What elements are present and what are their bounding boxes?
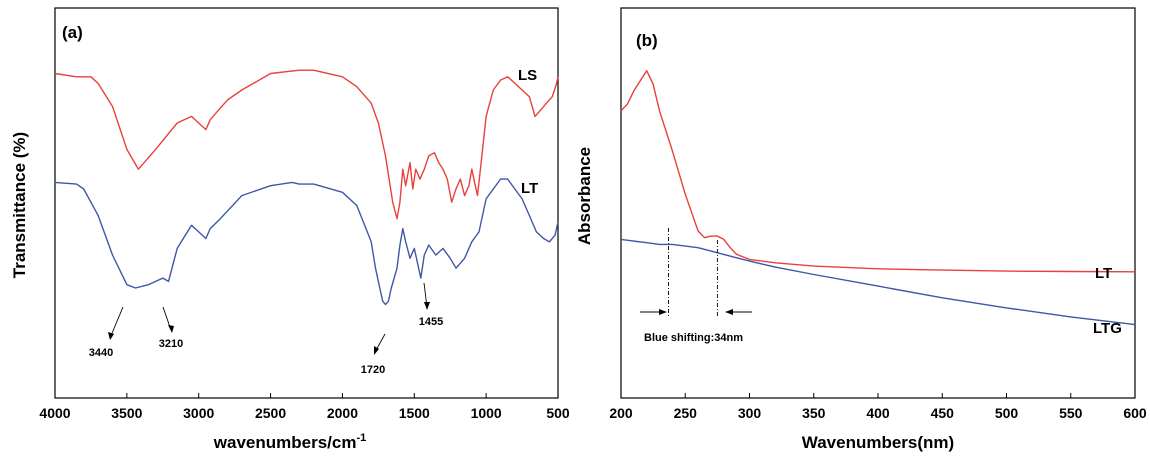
series-label-ls: LS (518, 67, 537, 84)
x-axis-label-a: wavenumbers/cm-1 (213, 432, 366, 452)
x-ticks-b: 200 250 300 350 400 450 500 550 600 (609, 393, 1147, 421)
series-line-ls (54, 69, 559, 220)
annotation-3210: 3210 (159, 338, 183, 350)
x-tick-label: 300 (738, 405, 762, 421)
arrowhead-1455 (424, 302, 430, 310)
arrowhead-1720 (374, 346, 379, 355)
series-label-lt-a: LT (521, 180, 538, 197)
shift-arrowhead-left (659, 309, 667, 315)
x-tick-label: 500 (995, 405, 1019, 421)
series-label-lt-b: LT (1095, 265, 1112, 282)
panel-label-a: (a) (62, 23, 83, 42)
panel-a: (a) wavenumbers/cm-1 Transmittance (%) 4… (10, 7, 570, 452)
x-tick-label: 250 (674, 405, 698, 421)
plot-frame-a (54, 7, 559, 399)
curves-a (54, 69, 559, 306)
x-tick-label: 600 (1123, 405, 1147, 421)
series-line-lt (620, 69, 1136, 273)
series-line-lt (54, 178, 559, 306)
x-tick-label: 2500 (255, 405, 286, 421)
x-axis-label-b: Wavenumbers(nm) (802, 433, 954, 452)
annotation-1720: 1720 (361, 364, 385, 376)
x-tick-label: 1500 (399, 405, 430, 421)
x-tick-label: 4000 (39, 405, 70, 421)
annotation-blue-shift: Blue shifting:34nm (644, 332, 743, 344)
x-tick-label: 400 (866, 405, 890, 421)
panel-b: (b) Wavenumbers(nm) Absorbance 200 250 300… (575, 7, 1147, 452)
x-ticks-a: 4000 3500 3000 2500 2000 1500 1000 500 (39, 393, 570, 421)
x-tick-label: 200 (609, 405, 633, 421)
series-label-ltg: LTG (1093, 320, 1122, 337)
shift-arrowhead-right (725, 309, 733, 315)
panel-label-b: (b) (636, 31, 658, 50)
y-axis-label-b: Absorbance (575, 147, 594, 245)
arrowhead-3210 (168, 325, 174, 333)
x-tick-label: 3000 (183, 405, 214, 421)
annotation-1455: 1455 (419, 316, 443, 328)
x-tick-label: 500 (546, 405, 570, 421)
x-tick-label: 550 (1059, 405, 1083, 421)
x-tick-label: 350 (802, 405, 826, 421)
x-tick-label: 2000 (327, 405, 358, 421)
curves-b (620, 69, 1136, 326)
x-tick-label: 3500 (111, 405, 142, 421)
x-tick-label: 1000 (471, 405, 502, 421)
x-tick-label: 450 (931, 405, 955, 421)
y-axis-label-a: Transmittance (%) (10, 132, 29, 278)
arrow-3440 (109, 306, 124, 339)
arrowhead-3440 (108, 332, 114, 340)
annotation-3440: 3440 (89, 347, 113, 359)
series-line-ltg (620, 238, 1136, 326)
